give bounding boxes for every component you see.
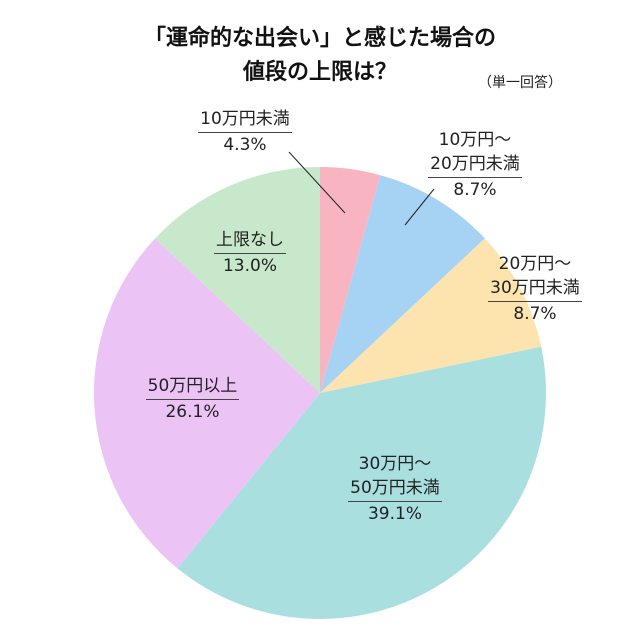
pie-slice [94, 238, 321, 569]
chart-title-line2: 値段の上限は？ [242, 60, 397, 85]
label-name-line2: 20万円未満 [428, 152, 522, 178]
label-name-line1: 10万円〜 [438, 130, 512, 150]
pie-slices [94, 167, 546, 619]
pie-slice [320, 175, 485, 393]
label-name: 10万円未満 [198, 107, 292, 133]
label-name-line2: 30万円未満 [488, 276, 582, 302]
pie-slice [320, 167, 381, 393]
label-percent: 26.1% [165, 402, 220, 422]
label-500k-plus: 50万円以上 26.1% [125, 374, 260, 424]
label-name-line1: 20万円〜 [498, 254, 572, 274]
label-under-100k: 10万円未満 4.3% [180, 107, 310, 157]
pie-slice [177, 346, 546, 619]
label-200k-300k: 20万円〜 30万円未満 8.7% [470, 252, 600, 326]
label-100k-200k: 10万円〜 20万円未満 8.7% [410, 128, 540, 202]
label-no-limit: 上限なし 13.0% [185, 228, 315, 278]
chart-title-line1: 「運命的な出会い」と感じた場合の [143, 26, 496, 51]
label-name-line1: 30万円〜 [358, 454, 432, 474]
leader-line-s2 [404, 188, 435, 226]
leader-line-s1 [288, 151, 346, 214]
label-300k-500k: 30万円〜 50万円未満 39.1% [325, 452, 465, 526]
label-percent: 39.1% [367, 504, 422, 524]
label-name: 50万円以上 [145, 374, 240, 400]
label-percent: 13.0% [222, 256, 277, 276]
pie-slice [155, 167, 320, 393]
label-name: 上限なし [214, 228, 286, 254]
label-percent: 8.7% [513, 304, 557, 324]
label-name-line2: 50万円未満 [348, 476, 442, 502]
label-percent: 8.7% [453, 180, 497, 200]
answer-type-note: （単一回答） [478, 75, 562, 91]
pie-slice [320, 238, 542, 393]
label-percent: 4.3% [223, 135, 267, 155]
